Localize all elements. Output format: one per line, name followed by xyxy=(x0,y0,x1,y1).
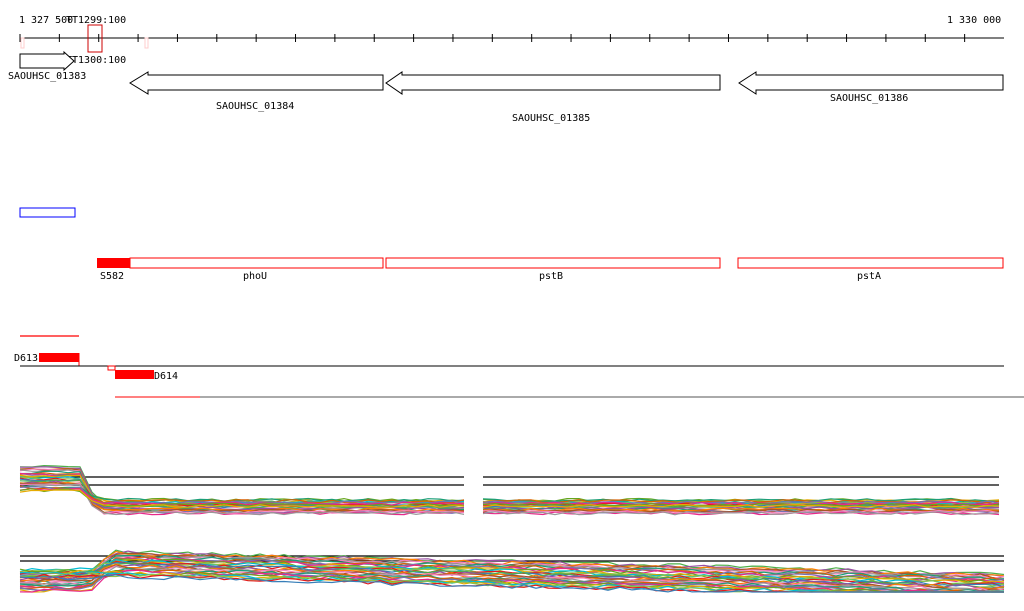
expression-trace xyxy=(19,562,1005,589)
gene-saouhsc-01384[interactable]: SAOUHSC_01384 xyxy=(129,71,384,112)
expression-trace xyxy=(19,574,1004,593)
pstb-label: pstB xyxy=(539,271,563,282)
ruler: 1 327 500 1 330 000 xyxy=(19,15,1004,49)
expression-trace xyxy=(19,481,465,512)
expression-trace xyxy=(19,483,465,516)
gene-saouhsc-01386[interactable]: SAOUHSC_01386 xyxy=(738,71,1004,104)
ruler-end-label: 1 330 000 xyxy=(947,15,1001,26)
expression-trace xyxy=(482,499,1000,504)
operon-track: S582 phoU pstB pstA xyxy=(97,257,1004,282)
feature-d613-label: D613 xyxy=(14,353,38,364)
operon-gene-psta[interactable] xyxy=(737,257,1004,269)
feature-d613-block[interactable] xyxy=(39,353,79,362)
psta-label: pstA xyxy=(857,271,881,282)
expression-trace xyxy=(19,549,1005,576)
terminator-tt1300-label[interactable]: TT1300:100 xyxy=(66,55,126,66)
expression-trace xyxy=(19,560,1005,588)
expression-track-2 xyxy=(19,549,1005,593)
terminator-tt1299[interactable]: TT1299:100 xyxy=(66,15,126,53)
expression-trace xyxy=(482,505,1000,510)
operon-gene-pstb[interactable] xyxy=(385,257,721,269)
feature-s582-block[interactable] xyxy=(97,258,130,268)
expression-track-1 xyxy=(19,464,1000,516)
feature-s582-label: S582 xyxy=(100,271,124,282)
svg-text:TT1299:100: TT1299:100 xyxy=(66,15,126,26)
svg-text:SAOUHSC_01383: SAOUHSC_01383 xyxy=(8,71,86,82)
svg-text:SAOUHSC_01385: SAOUHSC_01385 xyxy=(512,113,590,124)
phou-label: phoU xyxy=(243,271,267,282)
segment-track: D613 D614 xyxy=(14,335,1024,398)
gene-saouhsc-01385[interactable]: SAOUHSC_01385 xyxy=(385,71,721,124)
expression-trace xyxy=(482,503,1000,508)
expression-trace xyxy=(19,481,465,513)
ruler-start-label: 1 327 500 xyxy=(19,15,73,26)
feature-d614-label: D614 xyxy=(154,371,178,382)
operon-gene-phou[interactable] xyxy=(129,257,384,269)
svg-text:SAOUHSC_01384: SAOUHSC_01384 xyxy=(216,101,294,112)
expression-trace xyxy=(482,511,1000,516)
blue-feature-box[interactable] xyxy=(19,207,76,218)
gene-saouhsc-01383[interactable]: SAOUHSC_01383 xyxy=(8,50,86,82)
feature-d614-block[interactable] xyxy=(115,370,154,379)
expression-trace xyxy=(19,487,465,506)
expression-trace xyxy=(482,508,1000,513)
expression-trace xyxy=(19,489,465,508)
expression-trace xyxy=(19,550,1005,577)
expression-trace xyxy=(19,485,465,504)
svg-text:SAOUHSC_01386: SAOUHSC_01386 xyxy=(830,93,908,104)
